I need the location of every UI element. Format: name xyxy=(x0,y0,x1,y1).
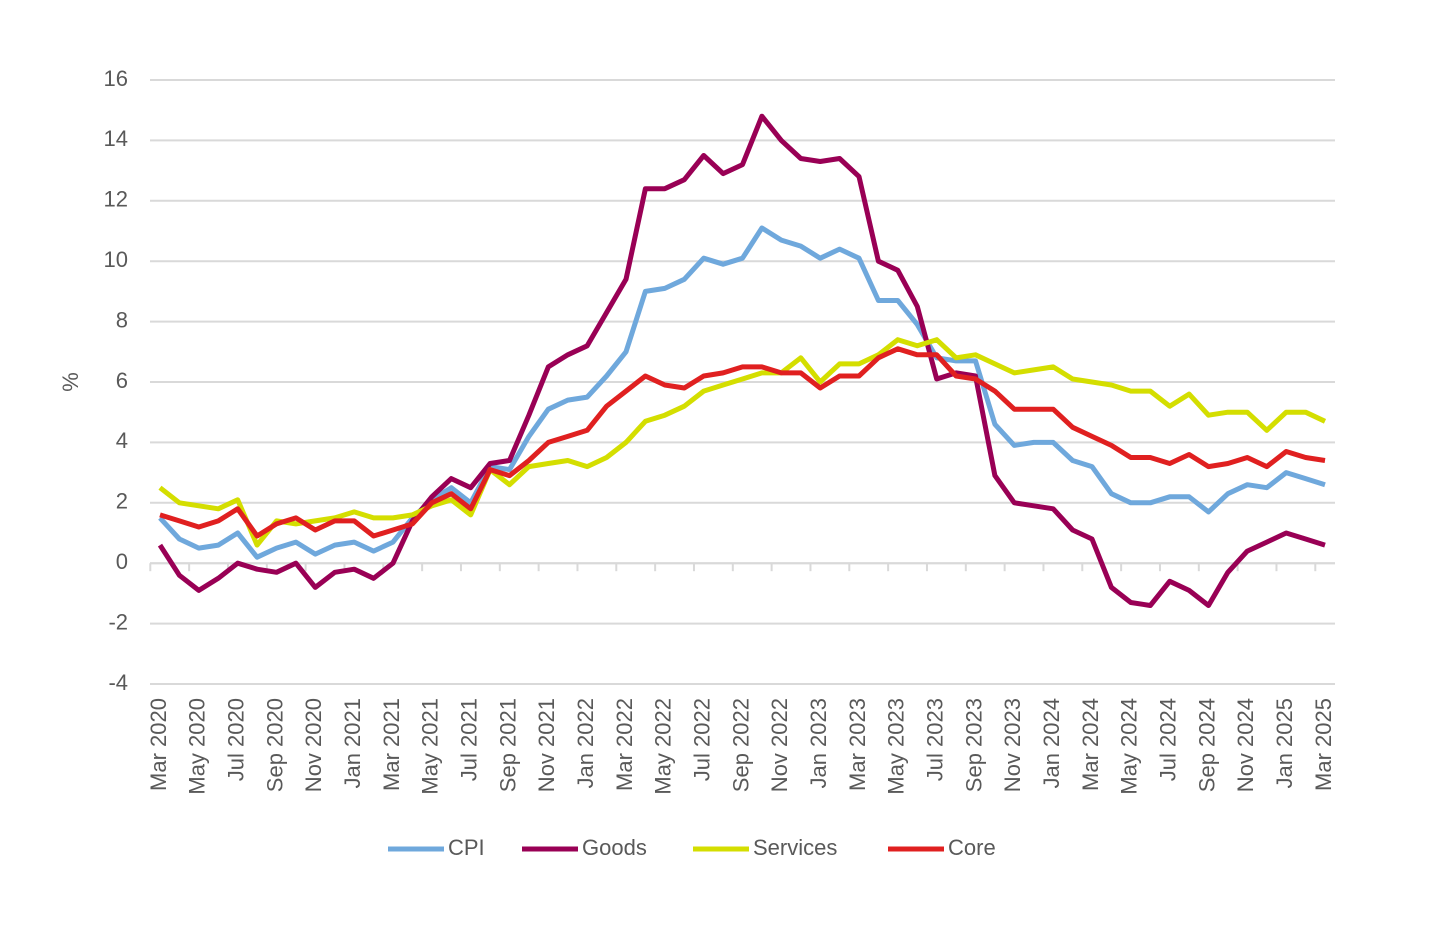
x-tick-label: Mar 2020 xyxy=(146,698,171,791)
y-tick-label: 10 xyxy=(104,247,128,272)
x-tick-label: Jul 2023 xyxy=(922,698,947,781)
x-tick-label: May 2023 xyxy=(884,698,909,795)
x-tick-label: Sep 2022 xyxy=(728,698,753,792)
x-tick-label: Mar 2023 xyxy=(845,698,870,791)
y-tick-label: 4 xyxy=(116,428,128,453)
x-tick-label: Sep 2020 xyxy=(262,698,287,792)
x-tick-label: Nov 2020 xyxy=(301,698,326,792)
legend-label: CPI xyxy=(448,835,485,860)
y-axis-label: % xyxy=(58,372,83,392)
x-tick-label: Jan 2022 xyxy=(573,698,598,789)
y-tick-label: -4 xyxy=(108,670,128,695)
x-tick-label: Jul 2020 xyxy=(223,698,248,781)
legend-label: Core xyxy=(948,835,996,860)
x-tick-label: Jul 2022 xyxy=(689,698,714,781)
x-tick-label: Mar 2021 xyxy=(379,698,404,791)
x-tick-label: Jan 2021 xyxy=(340,698,365,789)
x-tick-label: Nov 2023 xyxy=(1000,698,1025,792)
x-tick-label: May 2022 xyxy=(651,698,676,795)
x-tick-label: Mar 2024 xyxy=(1078,698,1103,791)
y-tick-label: 6 xyxy=(116,368,128,393)
series-line xyxy=(158,225,1326,560)
x-tick-label: Jul 2024 xyxy=(1155,698,1180,781)
x-tick-label: Jan 2024 xyxy=(1039,698,1064,789)
y-tick-label: 2 xyxy=(116,489,128,514)
x-tick-label: Nov 2024 xyxy=(1233,698,1258,792)
legend-label: Goods xyxy=(582,835,647,860)
x-tick-label: Jan 2023 xyxy=(806,698,831,789)
x-tick-label: Jul 2021 xyxy=(456,698,481,781)
y-tick-label: 16 xyxy=(104,66,128,91)
legend-label: Services xyxy=(753,835,837,860)
series-line xyxy=(159,346,1326,539)
x-tick-label: Sep 2021 xyxy=(495,698,520,792)
series-line xyxy=(157,113,1326,608)
x-tick-label: Jan 2025 xyxy=(1272,698,1297,789)
y-tick-label: 0 xyxy=(116,549,128,574)
x-tick-label: Sep 2024 xyxy=(1194,698,1219,792)
x-tick-label: May 2020 xyxy=(185,698,210,795)
x-tick-label: Nov 2022 xyxy=(767,698,792,792)
x-tick-label: May 2024 xyxy=(1117,698,1142,795)
x-tick-label: Sep 2023 xyxy=(961,698,986,792)
y-tick-label: 8 xyxy=(116,307,128,332)
y-tick-label: 12 xyxy=(104,187,128,212)
y-tick-label: -2 xyxy=(108,609,128,634)
series-line xyxy=(158,337,1327,548)
x-tick-label: Mar 2022 xyxy=(612,698,637,791)
x-tick-label: Mar 2025 xyxy=(1311,698,1336,791)
y-tick-label: 14 xyxy=(104,126,128,151)
x-tick-label: May 2021 xyxy=(418,698,443,795)
x-tick-label: Nov 2021 xyxy=(534,698,559,792)
